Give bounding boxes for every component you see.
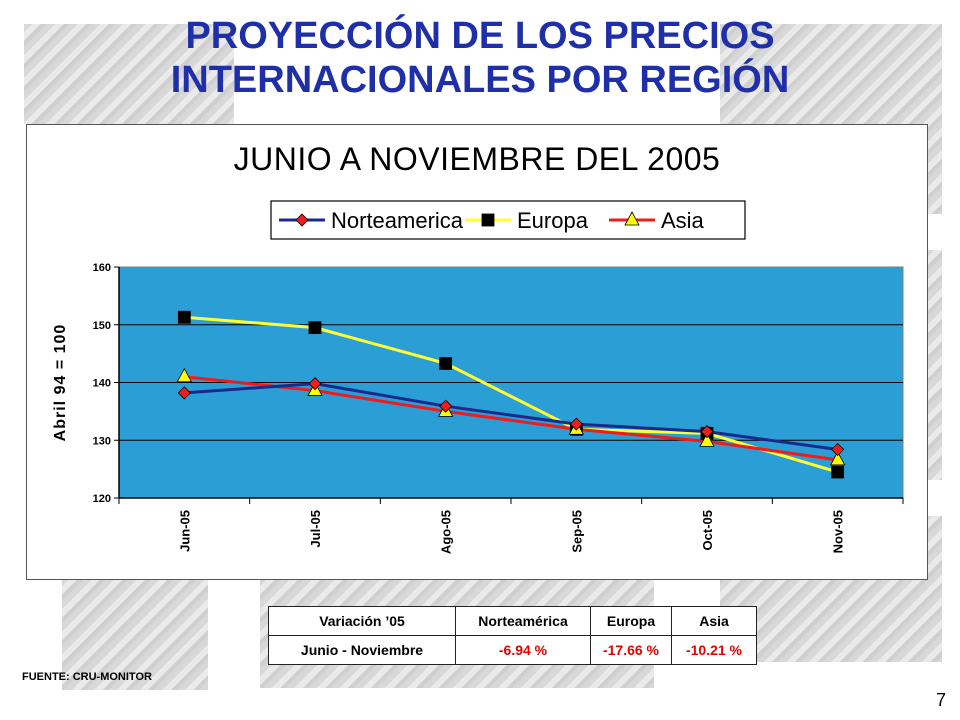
variation-norteamerica: -6.94 % <box>455 635 591 665</box>
background-photo-top-left <box>24 24 234 124</box>
data-point-asia <box>829 451 846 466</box>
data-point-europa <box>439 357 453 370</box>
variation-header-label: Variación ’05 <box>268 606 456 636</box>
y-tick-label: 160 <box>93 262 111 274</box>
data-point-europa <box>831 465 845 479</box>
x-tick-label: Jul-05 <box>308 510 323 548</box>
data-point-asia <box>176 367 193 383</box>
background-photo-right <box>926 250 942 480</box>
variation-period: Junio - Noviembre <box>268 635 456 665</box>
y-axis-title: Abril 94 = 100 <box>52 324 69 442</box>
data-point-norteamerica <box>569 417 583 431</box>
variation-table: Variación ’05 Norteamérica Europa Asia J… <box>268 606 757 665</box>
x-tick-label: Ago-05 <box>439 510 454 554</box>
page-title-line1: PROYECCIÓN DE LOS PRECIOS <box>185 15 775 57</box>
x-tick-label: Jun-05 <box>177 510 192 552</box>
y-tick-label: 130 <box>93 435 111 447</box>
variation-asia: -10.21 % <box>671 635 757 665</box>
data-point-norteamerica <box>700 425 714 439</box>
legend-marker-europa <box>481 213 495 227</box>
data-point-europa <box>308 321 322 335</box>
legend-label-norteamerica: Norteamerica <box>331 208 464 233</box>
series-line-norteamerica <box>184 382 838 451</box>
legend-marker-asia <box>624 211 640 226</box>
chart-frame: JUNIO A NOVIEMBRE DEL 2005 120 130 140 150 1… <box>26 124 928 580</box>
variation-table-header-row: Variación ’05 Norteamérica Europa Asia <box>268 606 757 636</box>
page-title-line2: INTERNACIONALES POR REGIÓN <box>170 59 790 101</box>
data-point-europa <box>177 310 191 324</box>
legend-label-europa: Europa <box>517 208 589 233</box>
x-tick-label: Oct-05 <box>700 510 715 550</box>
legend-label-asia: Asia <box>661 208 705 233</box>
data-point-norteamerica <box>439 399 453 413</box>
y-tick-label: 140 <box>93 378 111 390</box>
data-point-norteamerica <box>831 442 845 457</box>
series-line-asia <box>184 375 838 462</box>
chart-title: JUNIO A NOVIEMBRE DEL 2005 <box>233 141 721 177</box>
series-line-europa <box>184 315 839 474</box>
data-point-asia <box>699 432 715 447</box>
variation-header-europa: Europa <box>590 606 672 636</box>
y-tick-label: 120 <box>93 493 111 505</box>
legend-marker-norteamerica <box>295 213 309 227</box>
data-point-norteamerica <box>177 386 191 400</box>
data-point-norteamerica <box>308 377 322 391</box>
background-photo-bottom-left <box>62 578 208 690</box>
source-note: FUENTE: CRU-MONITOR <box>22 671 152 683</box>
x-tick-label: Sep-05 <box>569 510 584 553</box>
x-tick-label: Nov-05 <box>831 510 846 553</box>
line-chart: 120 130 140 150 160 Jun-05 Jul-05 Ago-05 Sep-05 O… <box>52 200 904 554</box>
y-tick-label: 150 <box>93 320 111 332</box>
variation-table-row: Junio - Noviembre -6.94 % -17.66 % -10.2… <box>268 635 757 665</box>
variation-europa: -17.66 % <box>590 635 672 665</box>
variation-header-norteamerica: Norteamérica <box>455 606 591 636</box>
variation-header-asia: Asia <box>671 606 757 636</box>
page-number: 7 <box>935 690 946 710</box>
page-title: PROYECCIÓN DE LOS PRECIOS INTERNACIONALE… <box>0 14 960 102</box>
